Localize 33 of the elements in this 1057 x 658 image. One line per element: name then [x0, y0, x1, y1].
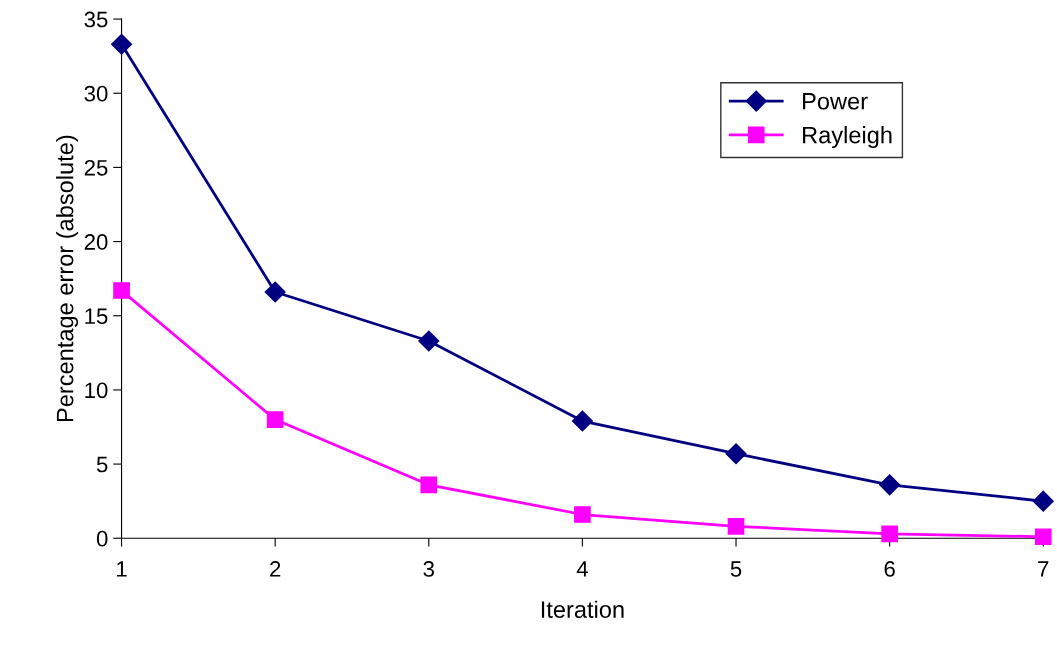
y-tick-label: 10	[85, 382, 108, 399]
y-tick-label: 25	[84, 159, 108, 176]
point	[1034, 528, 1052, 546]
point	[266, 411, 284, 428]
point	[727, 518, 745, 535]
x-tick-label: 3	[423, 561, 434, 577]
point	[881, 525, 898, 543]
point	[1032, 490, 1054, 512]
point	[725, 443, 747, 465]
point	[264, 281, 286, 303]
y-tick-label: 30	[84, 85, 108, 102]
y-axis-title: Percentage error (absolute)	[56, 135, 79, 422]
point	[420, 476, 438, 494]
x-tick-label: 2	[270, 561, 281, 577]
x-tick-label: 4	[576, 561, 588, 577]
point	[879, 474, 901, 496]
point	[113, 282, 130, 299]
x-tick-label: 7	[1038, 561, 1049, 577]
y-tick-label: 20	[84, 234, 108, 250]
y-tick-label: 5	[96, 456, 108, 473]
point	[418, 330, 440, 352]
point	[574, 506, 591, 523]
point	[571, 410, 593, 432]
y-tick-label: 0	[96, 530, 108, 547]
y-tick-label: 15	[85, 308, 108, 325]
legend-label: Rayleigh	[803, 126, 892, 149]
x-tick-label: 6	[884, 561, 895, 577]
point	[111, 33, 133, 55]
legend-label: Power	[803, 93, 868, 110]
x-tick-label: 5	[730, 561, 742, 577]
x-axis-title: Iteration	[541, 600, 624, 618]
x-tick-label: 1	[117, 561, 127, 577]
y-tick-label: 35	[84, 11, 108, 28]
